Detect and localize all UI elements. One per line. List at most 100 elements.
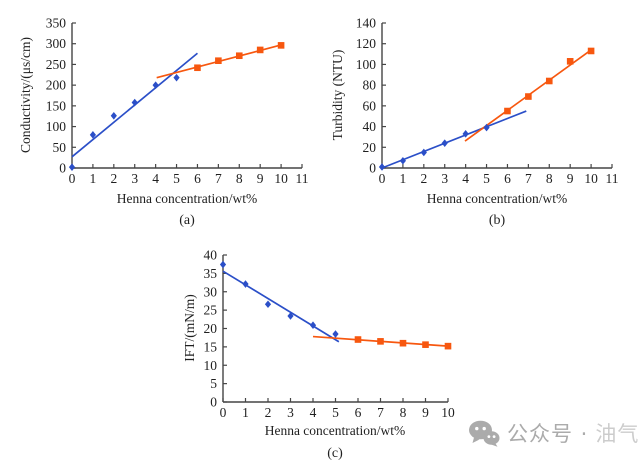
x-tick-label: 9 [567,171,574,186]
data-point-square [399,339,407,347]
y-tick-label: 0 [369,161,376,176]
x-tick-label: 5 [483,171,490,186]
chart-c-y-axis-label: IFT/(mN/m) [182,294,197,362]
x-tick-label: 11 [606,171,619,186]
x-tick-label: 1 [400,171,407,186]
x-tick-label: 10 [584,171,598,186]
x-tick-label: 5 [332,405,339,420]
chart-b-caption: (b) [489,213,506,228]
data-point-square [545,77,553,85]
watermark-text-secondary: 油气 [595,422,640,446]
x-tick-label: 6 [504,171,511,186]
data-point-diamond [152,81,159,89]
x-tick-label: 3 [287,405,294,420]
x-tick-label: 10 [274,171,288,186]
watermark: 公众号 · 油气 [468,418,639,448]
x-tick-label: 8 [236,171,243,186]
y-tick-label: 20 [204,321,218,336]
x-tick-label: 10 [441,405,455,420]
chart-a: Conductivity/(μs/cm) Henna concentration… [10,0,322,240]
y-tick-label: 35 [204,266,218,281]
x-tick-label: 2 [265,405,272,420]
data-point-square [277,42,285,49]
data-point-square [444,342,452,350]
chart-a-x-axis-label: Henna concentration/wt% [117,191,258,206]
x-tick-label: 4 [310,405,317,420]
data-point-square [525,93,532,100]
y-tick-label: 0 [59,161,66,176]
data-point-diamond [219,260,227,269]
x-tick-label: 9 [257,171,264,186]
x-tick-label: 4 [462,171,469,186]
x-tick-label: 4 [152,171,159,186]
y-tick-label: 60 [363,98,377,113]
data-point-square [235,52,243,60]
data-point-square [422,341,429,348]
chart-a-caption: (a) [179,213,195,228]
y-tick-label: 80 [363,78,377,93]
y-tick-label: 150 [46,98,67,113]
watermark-text-primary: 公众号 · [507,422,589,446]
data-point-diamond [264,300,272,309]
y-tick-label: 10 [204,358,218,373]
x-tick-label: 7 [377,405,384,420]
chart-c: IFT/(mN/m) Henna concentration/wt% (c) 0… [168,238,480,465]
x-tick-label: 2 [420,171,427,186]
y-tick-label: 200 [46,78,67,93]
x-tick-label: 6 [355,405,362,420]
chart-b-y-axis-label: Turbidity (NTU) [330,50,345,141]
data-point-square [256,46,264,54]
y-tick-label: 5 [210,376,217,391]
x-tick-label: 3 [131,171,138,186]
chart-c-plot-area: IFT/(mN/m) Henna concentration/wt% (c) 0… [182,248,455,462]
x-tick-label: 7 [215,171,222,186]
x-tick-label: 7 [525,171,532,186]
x-tick-label: 1 [90,171,97,186]
y-tick-label: 40 [363,119,377,134]
blue-trendline [381,110,527,169]
chart-b: Turbidity (NTU) Henna concentration/wt% … [320,0,632,240]
x-tick-label: 1 [242,405,249,420]
chart-a-plot-area: Conductivity/(μs/cm) Henna concentration… [18,16,309,229]
y-tick-label: 100 [46,119,67,134]
wechat-icon [469,420,500,447]
data-point-square [587,47,595,55]
y-tick-label: 140 [356,16,377,31]
y-tick-label: 40 [204,248,218,263]
data-point-diamond [378,163,386,171]
data-point-diamond [242,280,249,288]
data-point-square [215,57,222,64]
y-tick-label: 100 [356,57,377,72]
data-point-square [504,107,511,115]
x-tick-label: 6 [194,171,201,186]
y-tick-label: 25 [204,303,218,318]
data-point-diamond [483,123,490,132]
x-tick-label: 2 [110,171,117,186]
x-tick-label: 8 [546,171,553,186]
x-tick-label: 11 [296,171,309,186]
x-tick-label: 3 [441,171,448,186]
y-tick-label: 250 [46,57,67,72]
x-tick-label: 0 [379,171,386,186]
chart-c-x-axis-label: Henna concentration/wt% [265,423,406,438]
data-point-diamond [89,131,97,139]
y-tick-label: 15 [204,339,218,354]
y-tick-label: 120 [356,36,377,51]
data-point-square [566,58,574,65]
data-point-diamond [309,321,317,329]
chart-a-y-axis-label: Conductivity/(μs/cm) [18,37,33,153]
data-point-diamond [441,139,448,147]
y-tick-label: 50 [53,140,67,155]
x-tick-label: 8 [400,405,407,420]
data-point-diamond [110,112,117,120]
data-point-diamond [68,163,76,171]
data-point-square [377,338,384,345]
data-point-square [194,64,201,72]
y-tick-label: 350 [46,16,67,31]
data-point-diamond [287,312,294,320]
data-point-diamond [173,73,180,82]
data-point-diamond [332,330,339,338]
x-tick-label: 9 [422,405,429,420]
data-point-diamond [462,130,469,138]
